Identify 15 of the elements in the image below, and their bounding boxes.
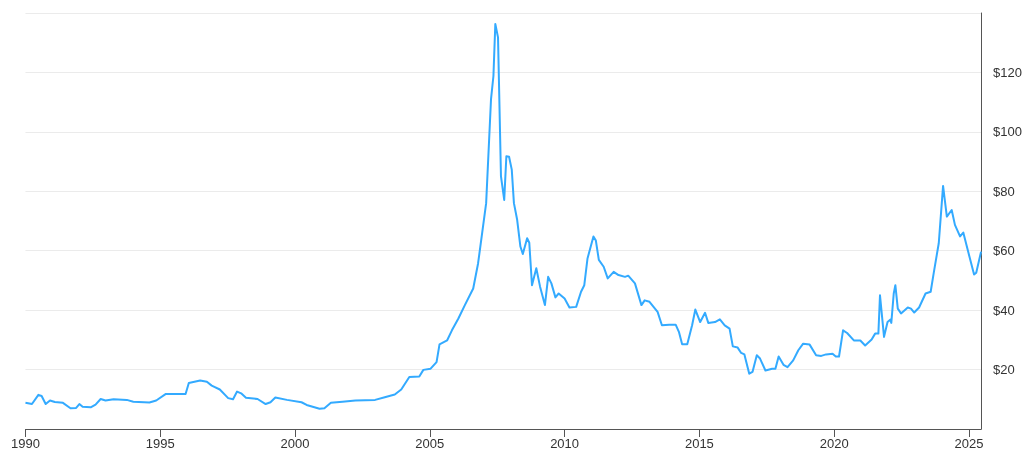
x-tick-label: 2005: [415, 436, 445, 451]
x-tick-label: 1990: [11, 436, 40, 451]
x-tick-label: 2000: [280, 436, 310, 451]
y-tick-label: $60: [993, 243, 1015, 259]
line-series: [24, 22, 983, 410]
y-tick-label: $100: [993, 124, 1022, 140]
y-tick-label: $80: [993, 183, 1015, 199]
x-tick-label: 2010: [550, 436, 580, 451]
x-tick-label: 1995: [145, 436, 175, 451]
x-tick-label: 2020: [819, 436, 849, 451]
y-tick-label: $40: [993, 302, 1015, 318]
x-tick-label: 2025: [954, 436, 984, 451]
y-tick-label: $20: [993, 362, 1015, 378]
y-tick-label: $120: [993, 64, 1022, 80]
x-tick-label: 2015: [684, 436, 714, 451]
